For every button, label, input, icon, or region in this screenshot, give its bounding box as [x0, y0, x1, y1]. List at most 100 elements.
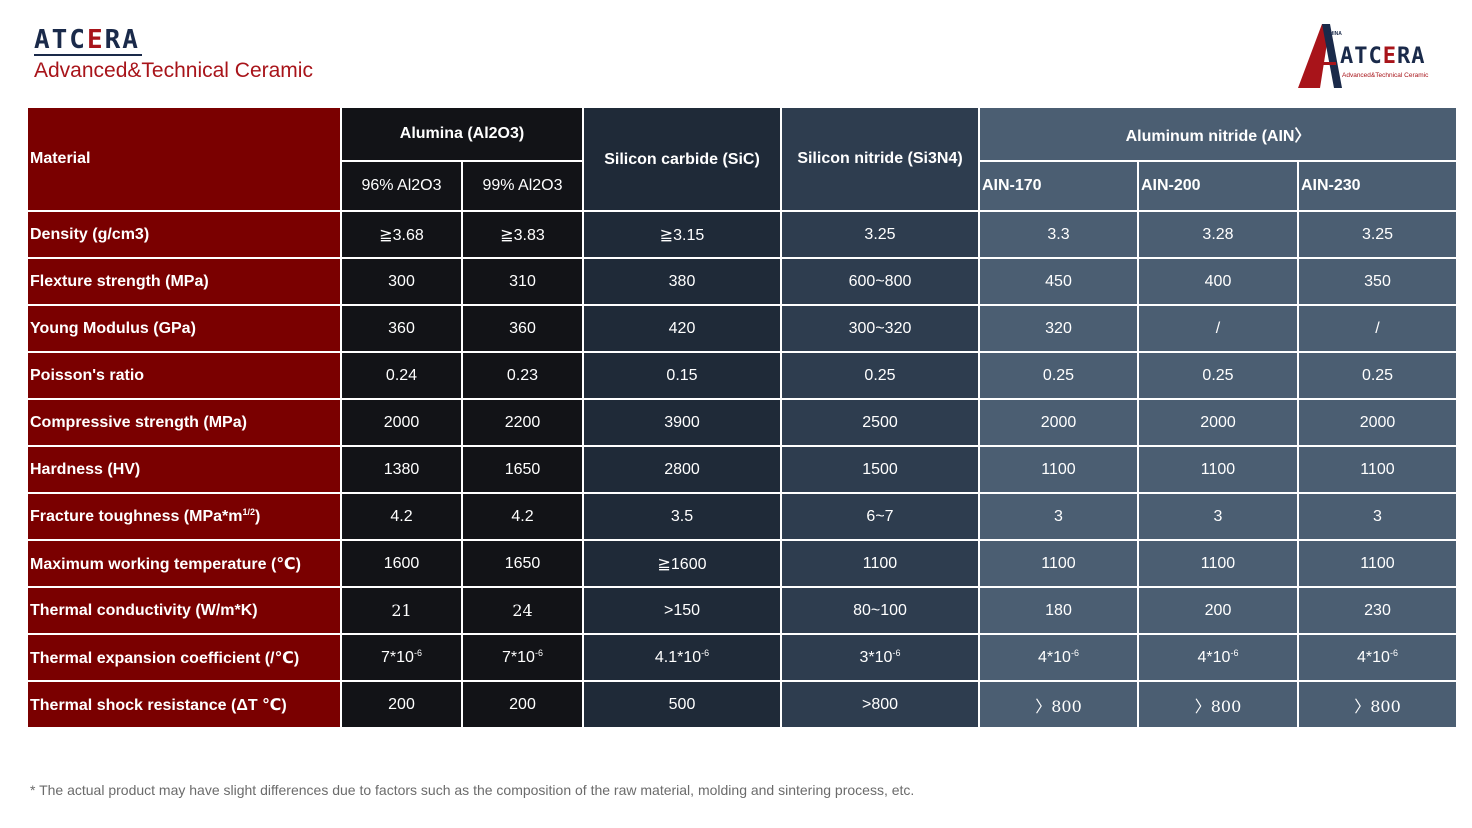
brand-logo: CHINA ATCERA Advanced&Technical Ceramic	[1296, 18, 1446, 92]
subheader-99-alumina: 99% Al2O3	[461, 160, 584, 212]
value-cell: 1500	[780, 445, 980, 494]
value-cell: 4*10-6	[1137, 633, 1299, 682]
ceramic-properties-table: Material Alumina (Al2O3) Silicon carbide…	[26, 106, 1459, 729]
property-label: Density (g/cm3)	[26, 210, 342, 259]
value-cell: 400	[1137, 257, 1299, 306]
value-cell: 0.25	[1296, 351, 1459, 400]
value-cell: 350	[1296, 257, 1459, 306]
header-material: Material	[26, 106, 342, 212]
value-cell: ≧3.15	[582, 210, 782, 259]
property-label: Compressive strength (MPa)	[26, 398, 342, 447]
value-cell: 〉800	[1137, 680, 1299, 729]
value-cell: >150	[582, 586, 782, 635]
value-cell: 2500	[780, 398, 980, 447]
table-row-poissons-ratio: Poisson's ratio 0.24 0.23 0.15 0.25 0.25…	[26, 351, 1459, 400]
value-cell: 3.28	[1137, 210, 1299, 259]
property-label: Thermal expansion coefficient (/℃)	[26, 633, 342, 682]
value-cell: 1100	[978, 539, 1139, 588]
logo-country: CHINA	[1326, 31, 1342, 37]
subheader-96-alumina: 96% Al2O3	[340, 160, 463, 212]
value-cell: /	[1137, 304, 1299, 353]
value-cell: 21	[340, 586, 463, 635]
value-cell: 360	[340, 304, 463, 353]
property-label: Young Modulus (GPa)	[26, 304, 342, 353]
value-cell: 1100	[1296, 445, 1459, 494]
value-cell: 0.25	[1137, 351, 1299, 400]
value-cell: 1600	[340, 539, 463, 588]
table-row-thermal-shock-resistance: Thermal shock resistance (ΔT ℃) 200 200 …	[26, 680, 1459, 729]
subheader-ain-200: AIN-200	[1137, 160, 1299, 212]
value-cell: 4*10-6	[1296, 633, 1459, 682]
value-cell: >800	[780, 680, 980, 729]
value-cell: 1100	[1137, 445, 1299, 494]
value-cell: 4.2	[340, 492, 463, 541]
table-row-thermal-expansion: Thermal expansion coefficient (/℃) 7*10-…	[26, 633, 1459, 682]
header-aluminum-nitride: Aluminum nitride (AIN〉	[977, 106, 1459, 162]
subheader-ain-170: AIN-170	[978, 160, 1139, 212]
property-label: Maximum working temperature (℃)	[26, 539, 342, 588]
value-cell: 3	[1137, 492, 1299, 541]
brand-header: ATCERA Advanced&Technical Ceramic	[34, 26, 313, 84]
value-cell: 1650	[461, 445, 584, 494]
table-row-fracture-toughness: Fracture toughness (MPa*m1/2) 4.2 4.2 3.…	[26, 492, 1459, 541]
value-cell: 500	[582, 680, 782, 729]
value-cell: 0.24	[340, 351, 463, 400]
value-cell: 2000	[1296, 398, 1459, 447]
brand-wordmark: ATCERA	[34, 25, 142, 56]
value-cell: 80~100	[780, 586, 980, 635]
footnote: * The actual product may have slight dif…	[30, 782, 915, 798]
value-cell: 24	[461, 586, 584, 635]
value-cell: ≧1600	[582, 539, 782, 588]
table-row-hardness: Hardness (HV) 1380 1650 2800 1500 1100 1…	[26, 445, 1459, 494]
value-cell: 600~800	[780, 257, 980, 306]
header-silicon-carbide: Silicon carbide (SiC)	[582, 106, 782, 212]
value-cell: 200	[461, 680, 584, 729]
value-cell: 6~7	[780, 492, 980, 541]
value-cell: ≧3.68	[340, 210, 463, 259]
value-cell: 0.23	[461, 351, 584, 400]
value-cell: 2000	[340, 398, 463, 447]
value-cell: 2000	[1137, 398, 1299, 447]
value-cell: 1380	[340, 445, 463, 494]
property-label: Fracture toughness (MPa*m1/2)	[26, 492, 342, 541]
header-silicon-nitride: Silicon nitride (Si3N4)	[780, 106, 980, 212]
value-cell: 0.15	[582, 351, 782, 400]
value-cell: 4.1*10-6	[582, 633, 782, 682]
value-cell: 3.25	[780, 210, 980, 259]
value-cell: 2800	[582, 445, 782, 494]
value-cell: 320	[978, 304, 1139, 353]
value-cell: 310	[461, 257, 584, 306]
value-cell: 360	[461, 304, 584, 353]
value-cell: 200	[340, 680, 463, 729]
value-cell: 4.2	[461, 492, 584, 541]
property-label: Thermal shock resistance (ΔT ℃)	[26, 680, 342, 729]
value-cell: 0.25	[978, 351, 1139, 400]
value-cell: 1100	[1296, 539, 1459, 588]
value-cell: /	[1296, 304, 1459, 353]
table-row-flexture-strength: Flexture strength (MPa) 300 310 380 600~…	[26, 257, 1459, 306]
table-row-density: Density (g/cm3) ≧3.68 ≧3.83 ≧3.15 3.25 3…	[26, 210, 1459, 259]
logo-tagline: Advanced&Technical Ceramic	[1342, 72, 1429, 79]
value-cell: 2200	[461, 398, 584, 447]
logo-a-mark-icon	[1298, 24, 1342, 88]
value-cell: 300	[340, 257, 463, 306]
table-row-thermal-conductivity: Thermal conductivity (W/m*K) 21 24 >150 …	[26, 586, 1459, 635]
header-alumina: Alumina (Al2O3)	[340, 106, 584, 162]
value-cell: 420	[582, 304, 782, 353]
property-label: Flexture strength (MPa)	[26, 257, 342, 306]
table-row-compressive-strength: Compressive strength (MPa) 2000 2200 390…	[26, 398, 1459, 447]
value-cell: 3900	[582, 398, 782, 447]
table-row-young-modulus: Young Modulus (GPa) 360 360 420 300~320 …	[26, 304, 1459, 353]
value-cell: 3.3	[978, 210, 1139, 259]
value-cell: 3*10-6	[780, 633, 980, 682]
value-cell: 〉800	[1296, 680, 1459, 729]
property-label: Poisson's ratio	[26, 351, 342, 400]
brand-subtitle: Advanced&Technical Ceramic	[34, 59, 313, 82]
value-cell: 7*10-6	[340, 633, 463, 682]
property-label: Hardness (HV)	[26, 445, 342, 494]
value-cell: 3	[978, 492, 1139, 541]
value-cell: 1100	[1137, 539, 1299, 588]
value-cell: 4*10-6	[978, 633, 1139, 682]
value-cell: 3.25	[1296, 210, 1459, 259]
value-cell: 180	[978, 586, 1139, 635]
